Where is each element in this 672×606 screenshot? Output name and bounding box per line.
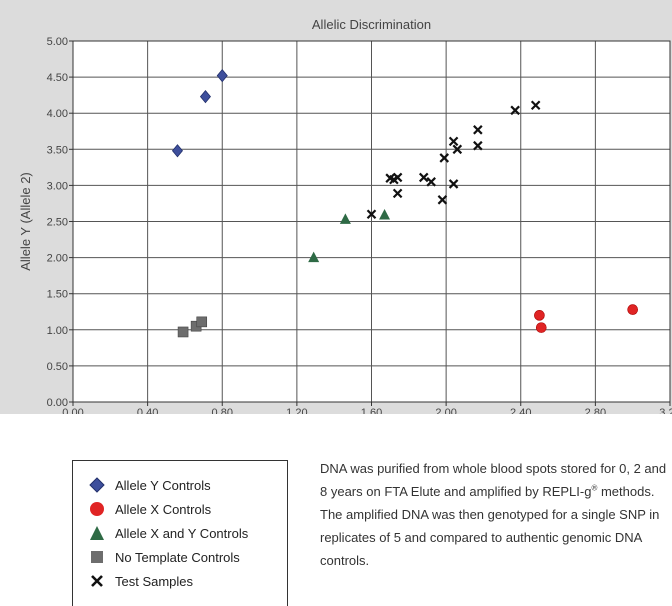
x-data-point: [473, 140, 483, 151]
circle-legend-shape: [90, 502, 104, 516]
x-data-point: [392, 188, 403, 199]
x-data-point: [392, 172, 403, 183]
caption-part-1: DNA was purified from whole blood spots …: [320, 461, 667, 499]
y-tick-label: 3.50: [47, 144, 68, 156]
y-tick-label: 2.50: [47, 217, 68, 229]
test-sample-cross-stroke: [530, 100, 541, 111]
test-sample-cross-stroke: [392, 172, 403, 183]
test-sample-cross-stroke: [437, 195, 448, 205]
legend-label: Allele X Controls: [115, 501, 212, 517]
circle-data-point: [534, 310, 545, 321]
legend-label: Test Samples: [115, 573, 194, 589]
x-tick-label: 1.20: [286, 407, 307, 414]
test-sample-cross-stroke: [385, 173, 395, 183]
plot-frame: [72, 40, 671, 403]
legend-item: Allele X Controls: [89, 499, 211, 519]
x-tick-label: 2.40: [510, 407, 531, 414]
caption-part-2: methods. The amplified DNA was then geno…: [320, 484, 660, 568]
square-data-point: [196, 316, 208, 328]
triangle-legend-shape: [90, 526, 104, 540]
y-tick-label: 1.00: [47, 325, 68, 337]
x-data-point: [452, 144, 463, 155]
square-legend-icon: [91, 551, 103, 563]
test-sample-cross-stroke: [426, 177, 436, 187]
registered-mark: ®: [591, 483, 598, 493]
caption-text: DNA was purified from whole blood spots …: [320, 457, 672, 572]
x-data-point: [426, 177, 436, 187]
circle-data-point: [535, 322, 547, 333]
scatter-chart: 0.00 0.40 0.80 1.20 1.60 2.00 2.40 2.80 3.20 0.00…: [18, 17, 672, 414]
y-tick-label: 5.00: [47, 36, 68, 48]
x-tick-label: 0.00: [62, 407, 83, 414]
y-tick-label: 4.50: [47, 72, 68, 84]
legend-item: Test Samples: [89, 571, 193, 591]
triangle-data-point: [379, 209, 391, 220]
x-tick-label: 0.40: [137, 407, 158, 414]
legend-item: Allele X and Y Controls: [89, 523, 248, 543]
y-axis-label: Allele Y (Allele 2): [18, 172, 33, 271]
test-sample-cross-stroke: [452, 144, 463, 155]
x-data-point: [418, 172, 429, 183]
y-tick-label: 3.00: [47, 180, 68, 192]
y-tick-label: 2.00: [47, 253, 68, 265]
y-tick-label: 4.00: [47, 108, 68, 120]
x-data-point: [473, 125, 483, 135]
test-sample-cross-stroke: [418, 172, 429, 183]
x-tick-label: 0.80: [212, 407, 233, 414]
test-sample-cross-stroke: [448, 179, 459, 189]
test-sample-cross-stroke: [473, 125, 483, 135]
legend-label: Allele X and Y Controls: [115, 525, 249, 541]
test-sample-cross-stroke: [392, 188, 403, 199]
x-data-point: [448, 179, 459, 189]
x-legend-shape: [91, 575, 103, 587]
x-data-point: [437, 195, 448, 205]
test-sample-cross-stroke: [439, 153, 450, 163]
legend: Allele Y Controls Allele X Controls Allele…: [72, 460, 288, 606]
circle-data-point: [627, 304, 638, 315]
chart-title: Allelic Discrimination: [312, 17, 431, 32]
x-tick-label: 1.60: [361, 407, 382, 414]
x-tick-label: 3.20: [659, 407, 672, 414]
square-data-point: [177, 326, 189, 338]
x-legend-icon: [91, 575, 103, 587]
x-data-point: [530, 100, 541, 111]
diamond-data-point: [216, 69, 228, 83]
triangle-legend-icon: [90, 526, 104, 540]
test-sample-cross-stroke: [473, 140, 483, 151]
legend-item: Allele Y Controls: [89, 475, 211, 495]
triangle-data-point: [339, 213, 351, 224]
test-sample-cross-stroke: [448, 136, 459, 147]
x-data-point: [439, 153, 450, 163]
square-legend-shape: [91, 551, 103, 563]
legend-label: No Template Controls: [115, 549, 240, 565]
legend-item: No Template Controls: [89, 547, 240, 567]
test-sample-cross-stroke: [510, 105, 520, 116]
y-tick-label: 0.00: [47, 397, 68, 409]
x-tick-label: 2.00: [435, 407, 456, 414]
test-sample-cross-stroke: [366, 209, 377, 220]
chart-panel: 0.00 0.40 0.80 1.20 1.60 2.00 2.40 2.80 3.20 0.00…: [0, 0, 672, 414]
diamond-legend-shape: [89, 477, 105, 493]
diamond-data-point: [199, 89, 211, 104]
circle-legend-icon: [90, 502, 104, 516]
y-tick-label: 1.50: [47, 289, 68, 301]
x-tick-label: 2.80: [585, 407, 606, 414]
y-tick-label: 0.50: [47, 361, 68, 373]
legend-label: Allele Y Controls: [115, 477, 211, 493]
x-data-point: [510, 105, 520, 116]
x-data-point: [366, 209, 377, 220]
diamond-data-point: [171, 144, 183, 158]
x-data-point: [448, 136, 459, 147]
diamond-legend-icon: [89, 477, 105, 493]
triangle-data-point: [308, 251, 320, 263]
